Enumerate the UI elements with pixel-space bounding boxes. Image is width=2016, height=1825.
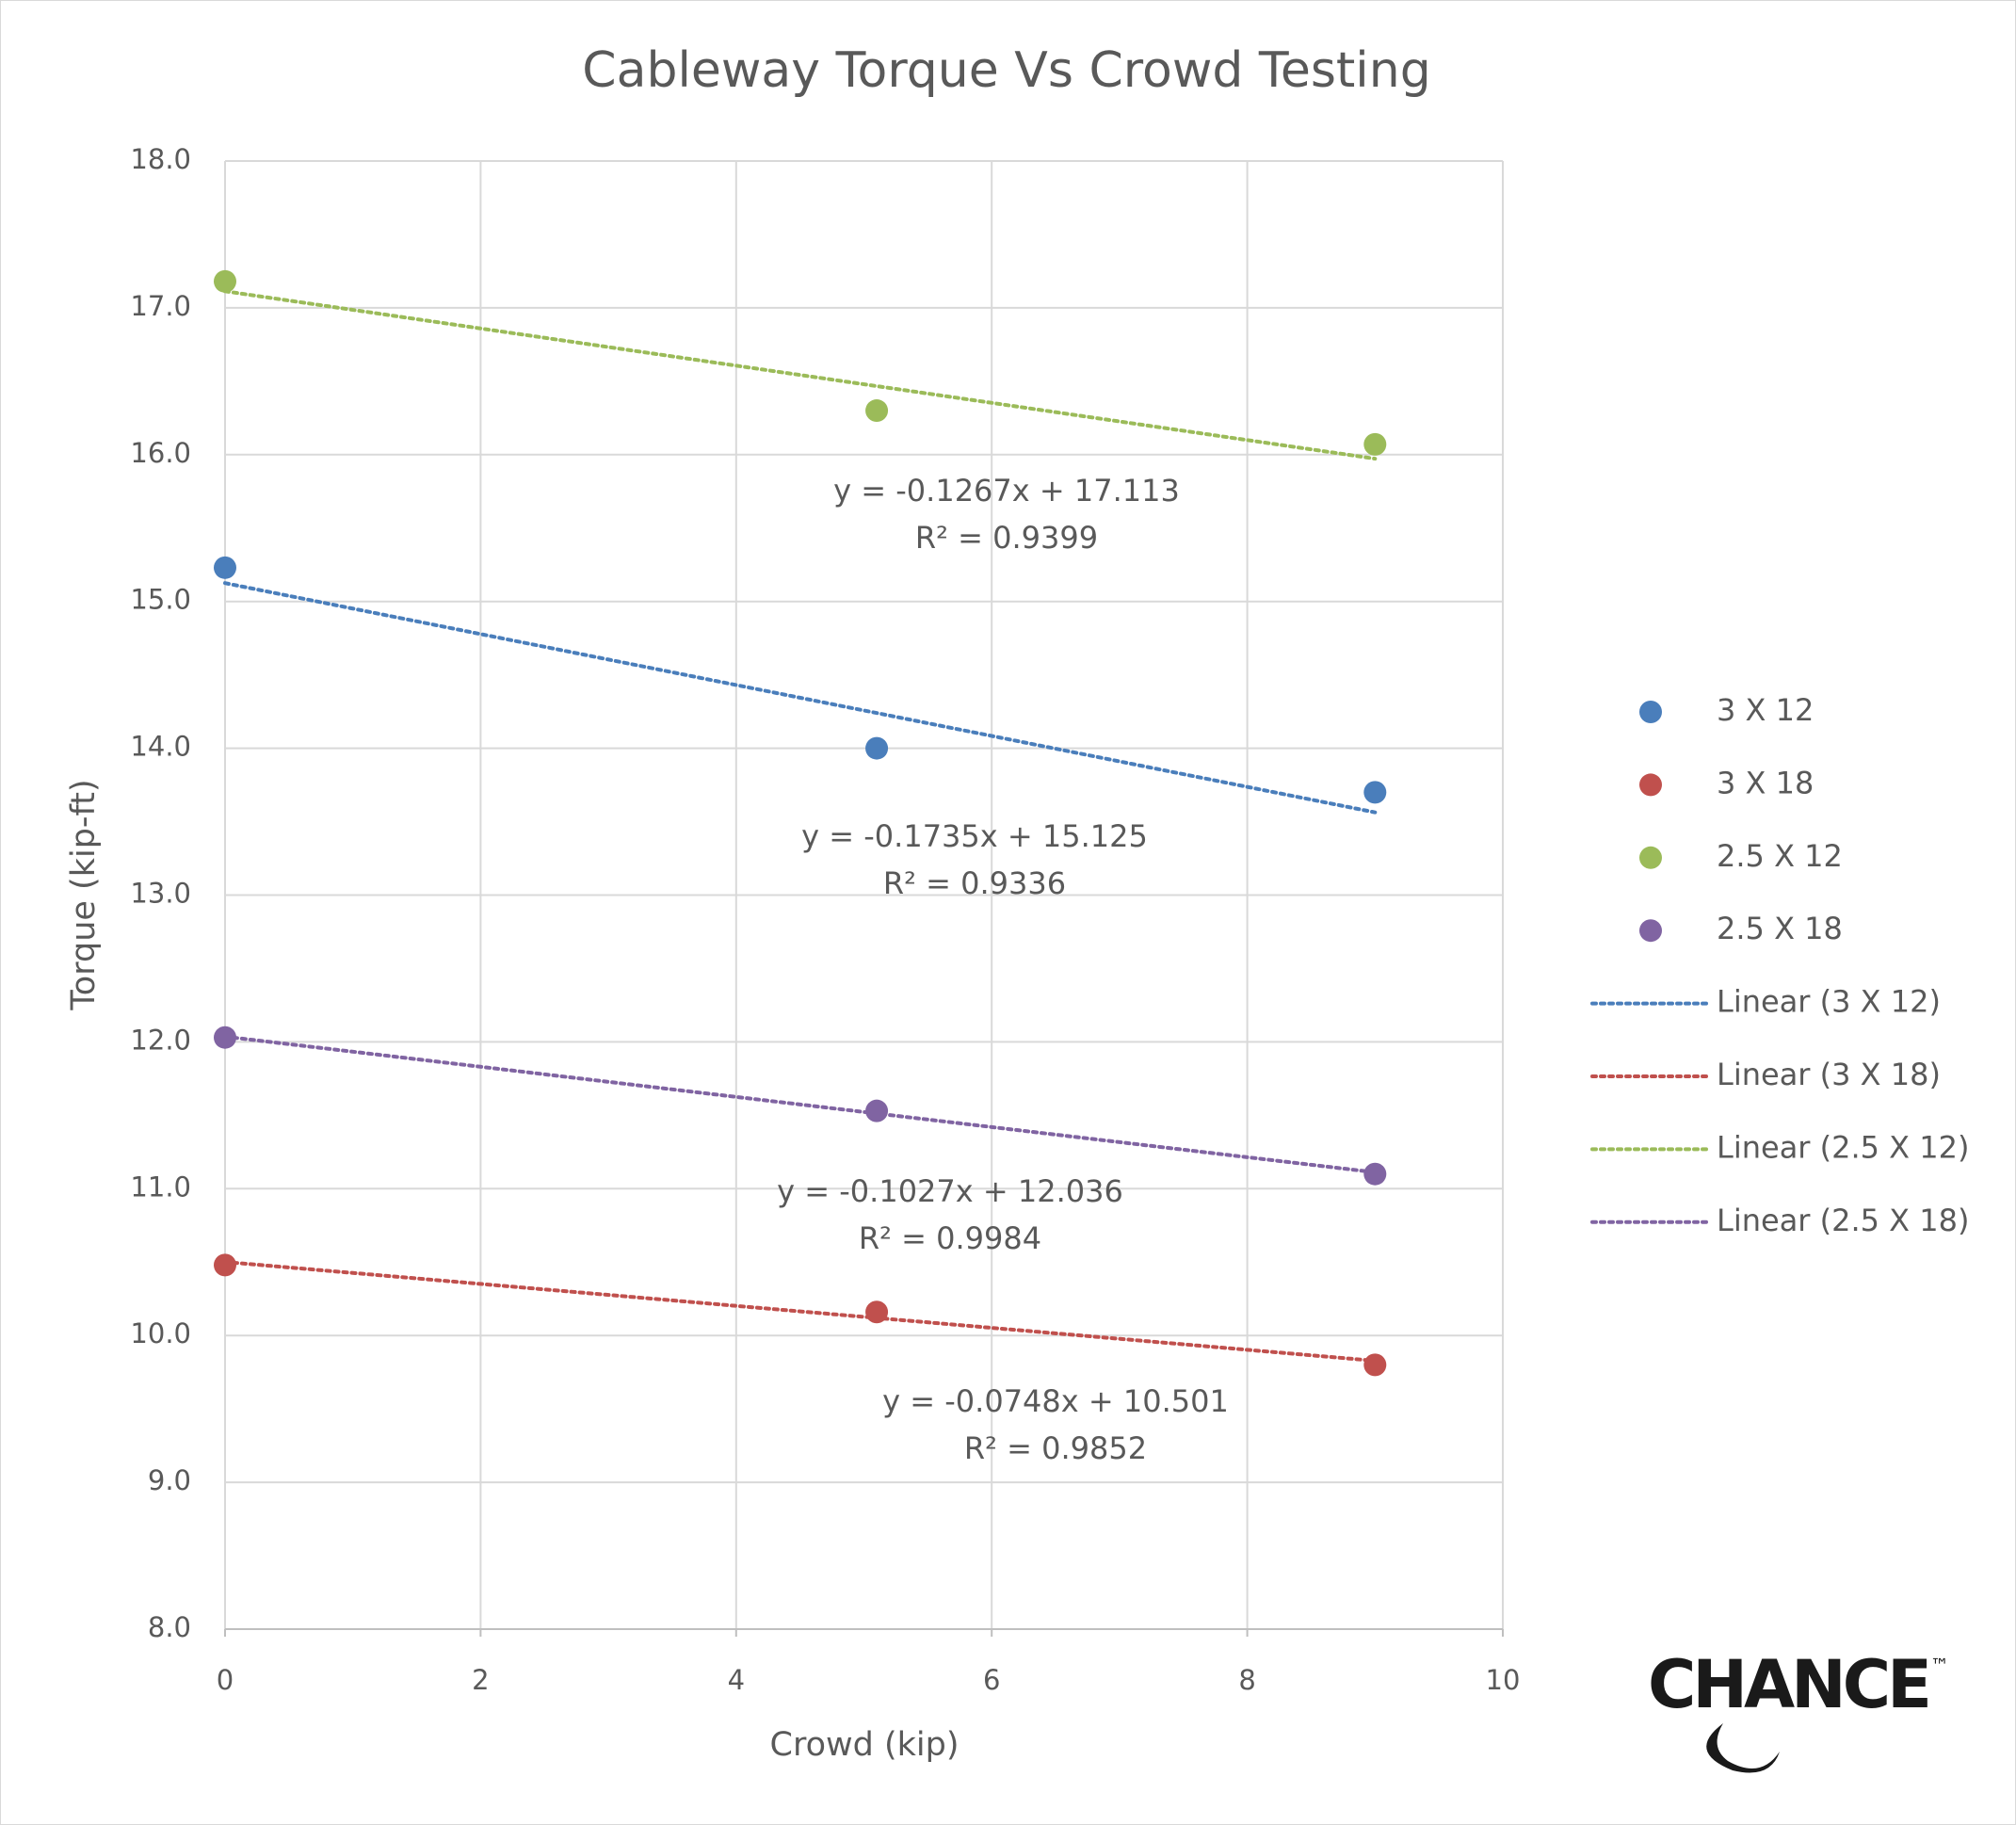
y-tick-label: 13.0: [130, 878, 191, 910]
x-tick-label: 8: [1238, 1664, 1255, 1696]
data-point: [865, 1300, 889, 1324]
trendline: [223, 1260, 1378, 1364]
y-tick-label: 17.0: [130, 290, 191, 322]
trendline-equation: y = -0.1735x + 15.125: [801, 818, 1148, 854]
x-tick-label: 6: [983, 1664, 1000, 1696]
trendline-equation: y = -0.0748x + 10.501: [882, 1383, 1229, 1419]
logo: CHANCE ™: [1648, 1646, 1949, 1773]
legend-label: Linear (3 X 12): [1717, 984, 1941, 1020]
trendline: [223, 289, 1378, 461]
y-tick-label: 9.0: [148, 1464, 191, 1496]
trendline-equation: y = -0.1267x + 17.113: [833, 473, 1180, 509]
y-tick-label: 14.0: [130, 731, 191, 763]
data-point: [865, 399, 889, 423]
chart-title: Cableway Torque Vs Crowd Testing: [582, 42, 1430, 99]
x-axis-title: Crowd (kip): [770, 1726, 960, 1764]
trendline-r2: R² = 0.9852: [964, 1430, 1147, 1466]
trendline-r2: R² = 0.9399: [915, 520, 1098, 556]
x-tick-label: 2: [472, 1664, 489, 1696]
x-tick-label: 10: [1486, 1664, 1521, 1696]
legend-label: Linear (3 X 18): [1717, 1057, 1941, 1092]
data-point: [214, 269, 236, 293]
legend-label: Linear (2.5 X 12): [1717, 1129, 1969, 1165]
trendline: [223, 581, 1378, 815]
data-point: [214, 1253, 236, 1277]
legend-label: 2.5 X 18: [1717, 911, 1843, 946]
y-axis-title: Torque (kip-ft): [65, 779, 103, 1010]
y-tick-label: 16.0: [130, 437, 191, 469]
data-point: [1363, 1353, 1387, 1377]
trendline: [223, 1034, 1378, 1174]
data-point: [865, 1099, 889, 1122]
y-tick-label: 11.0: [130, 1171, 191, 1203]
y-tick-label: 12.0: [130, 1024, 191, 1056]
y-tick-label: 18.0: [130, 143, 191, 175]
logo-text: CHANCE: [1648, 1646, 1928, 1723]
data-point: [1363, 1162, 1387, 1186]
legend-marker: [1639, 919, 1662, 943]
legend-label: Linear (2.5 X 18): [1717, 1203, 1969, 1238]
y-tick-label: 8.0: [148, 1611, 191, 1643]
logo-mark: ™: [1930, 1655, 1949, 1677]
logo-swoosh: [1706, 1723, 1780, 1773]
data-point: [1363, 432, 1387, 456]
data-point: [1363, 781, 1387, 804]
legend-marker: [1639, 846, 1662, 869]
legend-label: 3 X 18: [1717, 765, 1814, 800]
x-tick-label: 0: [217, 1664, 234, 1696]
trendline-equation: y = -0.1027x + 12.036: [777, 1173, 1123, 1209]
legend-label: 3 X 12: [1717, 692, 1814, 728]
legend-marker: [1639, 701, 1662, 723]
data-point: [214, 1026, 236, 1049]
data-point: [865, 736, 889, 760]
y-tick-label: 10.0: [130, 1317, 191, 1349]
trendline-r2: R² = 0.9336: [883, 865, 1066, 901]
data-point: [214, 556, 236, 579]
trendline-r2: R² = 0.9984: [859, 1220, 1041, 1256]
legend-label: 2.5 X 12: [1717, 838, 1843, 874]
x-tick-label: 4: [728, 1664, 745, 1696]
legend-marker: [1639, 773, 1662, 797]
y-tick-label: 15.0: [130, 584, 191, 616]
